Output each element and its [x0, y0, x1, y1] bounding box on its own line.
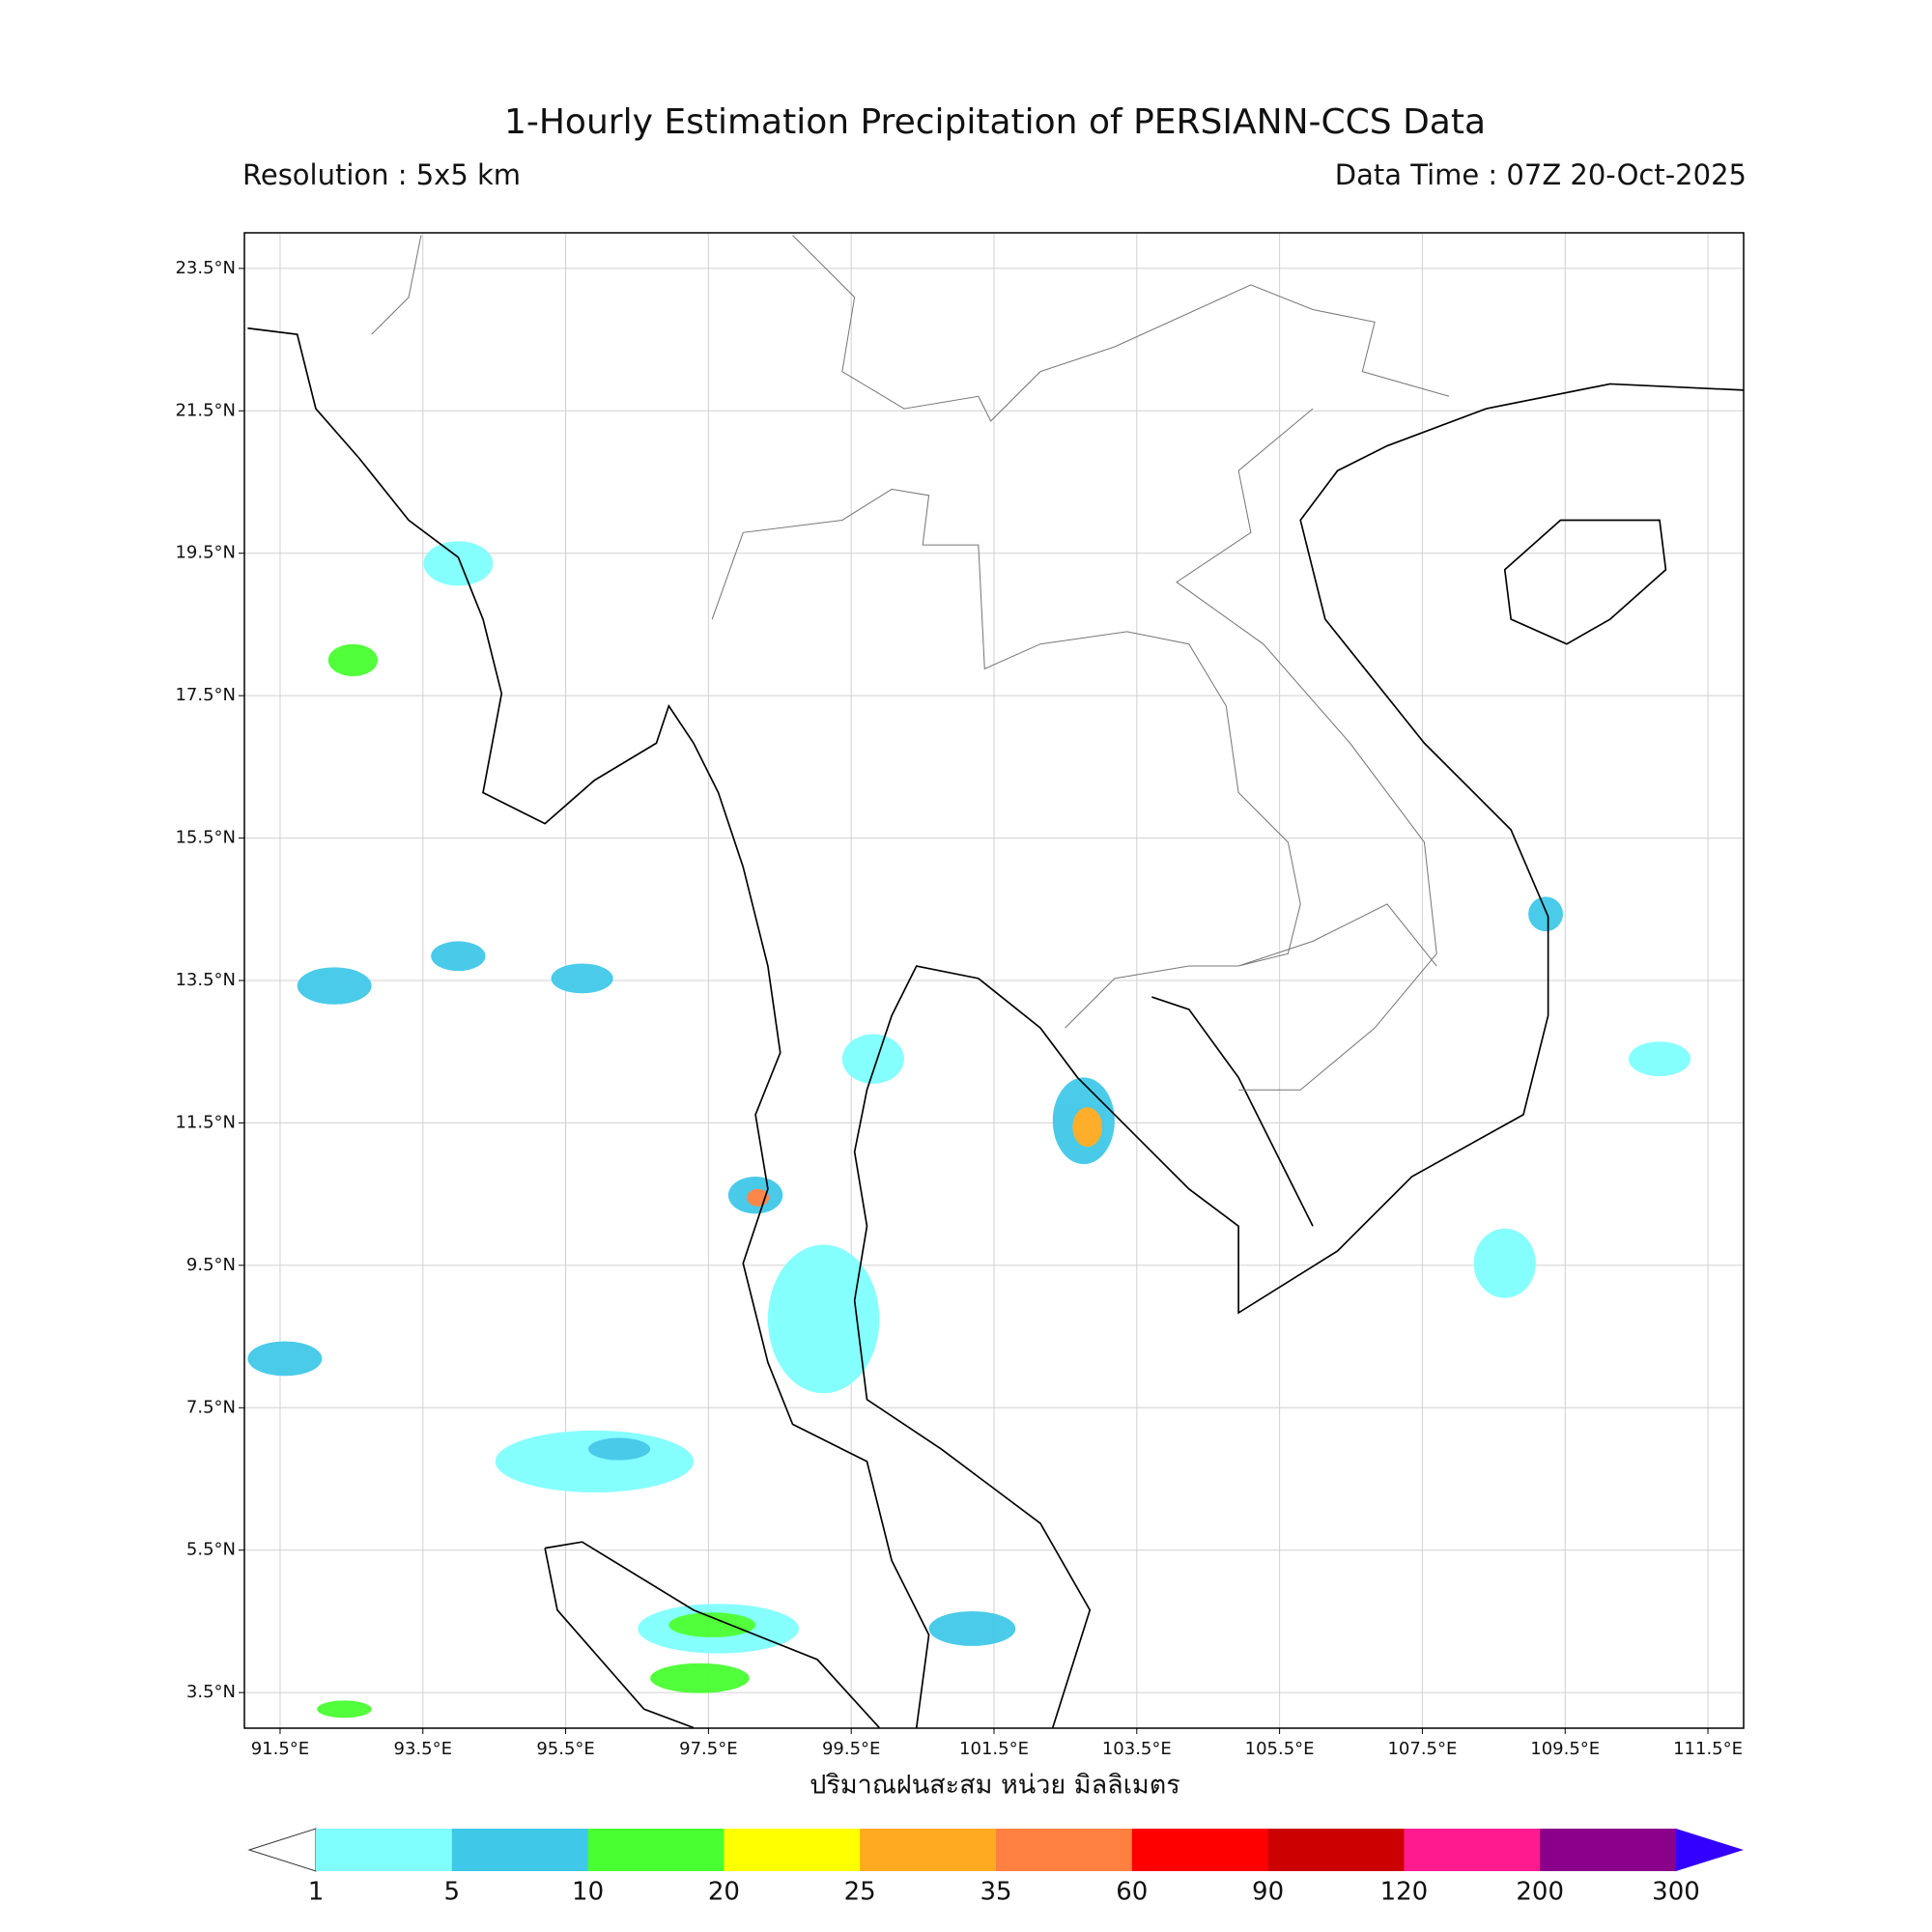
colorbar-segment: [1404, 1829, 1541, 1871]
colorbar-segment: [1540, 1829, 1677, 1871]
borders: [371, 235, 1450, 1091]
y-tick-label: 21.5°N: [175, 400, 236, 420]
y-tick-label: 9.5°N: [186, 1255, 236, 1275]
colorbar-segment: [860, 1829, 997, 1871]
colorbar-over: [1676, 1829, 1744, 1871]
resolution: Resolution : 5x5 km: [242, 158, 521, 191]
y-tick-label: 11.5°N: [175, 1112, 236, 1132]
y-tick-label: 7.5°N: [186, 1397, 236, 1417]
colorbar-segment: [996, 1829, 1133, 1871]
x-tick-label: 91.5°E: [251, 1739, 309, 1759]
colorbar-tick-label: 300: [1652, 1878, 1700, 1907]
colorbar-segment: [451, 1829, 589, 1871]
colorbar: 1 5 10 20 25 35 60 90 120 200 300: [247, 1828, 1744, 1907]
x-tick-label: 95.5°E: [536, 1739, 594, 1759]
y-tick-label: 13.5°N: [175, 970, 236, 990]
x-tick-label: 107.5°E: [1387, 1739, 1457, 1759]
colorbar-tick-label: 5: [444, 1878, 461, 1907]
data-time: Data Time : 07Z 20-Oct-2025: [1335, 158, 1747, 191]
title: 1-Hourly Estimation Precipitation of PER…: [504, 102, 1486, 142]
y-tick-label: 3.5°N: [186, 1682, 236, 1702]
colorbar-tick-label: 1: [308, 1878, 325, 1907]
x-tick-label: 103.5°E: [1102, 1739, 1172, 1759]
colorbar-tick-label: 35: [980, 1878, 1011, 1907]
colorbar-tick-label: 60: [1116, 1878, 1148, 1907]
colorbar-tick-label: 20: [708, 1878, 740, 1907]
y-tick-label: 19.5°N: [175, 543, 236, 563]
hainan: [1503, 519, 1667, 645]
y-tick-label: 5.5°N: [186, 1540, 236, 1560]
colorbar-segment: [316, 1829, 453, 1871]
gulf-coast: [1151, 996, 1314, 1227]
x-tick-label: 99.5°E: [822, 1739, 880, 1759]
rain-areas: [247, 541, 1691, 1719]
y-tick-label: 23.5°N: [175, 258, 236, 278]
colorbar-segment: [1131, 1829, 1269, 1871]
x-tick-label: 101.5°E: [959, 1739, 1029, 1759]
colorbar-segment: [587, 1829, 724, 1871]
colorbar-tick-label: 10: [572, 1878, 604, 1907]
map-features: [247, 235, 1745, 1729]
colorbar-segment: [724, 1829, 861, 1871]
x-tick-label: 93.5°E: [394, 1739, 452, 1759]
y-tick-label: 17.5°N: [175, 685, 236, 705]
colorbar-tick-label: 25: [844, 1878, 876, 1907]
x-tick-label: 97.5°E: [679, 1739, 737, 1759]
colorbar-segment: [1267, 1829, 1405, 1871]
x-tick-label: 105.5°E: [1245, 1739, 1315, 1759]
x-tick-label: 111.5°E: [1673, 1739, 1743, 1759]
y-tick-label: 15.5°N: [175, 828, 236, 848]
colorbar-label: ปริมาณฝนสะสม หน่วย มิลลิเมตร: [810, 1771, 1180, 1801]
ticks: 91.5°E 93.5°E 95.5°E 97.5°E 99.5°E 101.5°E 103…: [175, 258, 1743, 1759]
colorbar-tick-label: 90: [1252, 1878, 1284, 1907]
sumatra: [544, 1541, 880, 1729]
x-tick-label: 109.5°E: [1530, 1739, 1600, 1759]
grid: [244, 233, 1744, 1728]
coastline: [247, 327, 1745, 1728]
colorbar-tick-label: 200: [1516, 1878, 1564, 1907]
colorbar-tick-label: 120: [1380, 1878, 1429, 1907]
colorbar-under: [247, 1828, 317, 1872]
